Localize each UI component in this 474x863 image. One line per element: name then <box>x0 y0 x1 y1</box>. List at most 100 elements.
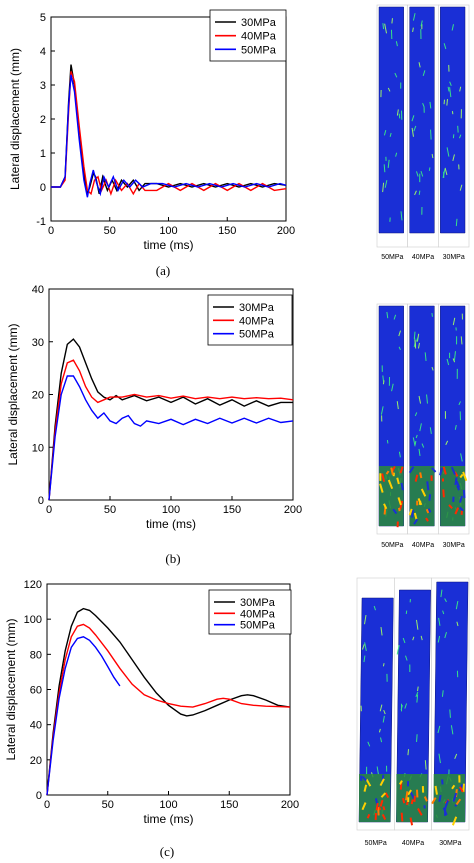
damage-crack <box>411 127 414 137</box>
damage-mark <box>365 778 372 787</box>
damage-mark <box>396 477 400 485</box>
damage-crack <box>417 686 419 692</box>
damage-mark <box>462 783 465 793</box>
damage-mark <box>451 816 458 826</box>
panel-caption: (c) <box>160 844 174 859</box>
damage-mark <box>408 466 415 474</box>
legend-label-30MPa: 30MPa <box>239 302 275 314</box>
damage-crack <box>424 760 427 770</box>
damage-mark <box>408 508 413 516</box>
y-tick-label: 20 <box>32 390 44 402</box>
chart-panel-b: 0 50 100 150 200 0 10 20 30 40 time (ms) Lateral di… <box>6 284 470 566</box>
damage-crack <box>424 352 427 361</box>
series-line-40MPa <box>51 71 287 196</box>
damage-mark <box>381 814 387 821</box>
damage-mark <box>414 474 419 482</box>
series-line-40MPa <box>46 623 291 796</box>
damage-mark <box>379 778 385 787</box>
specimen-column <box>440 6 466 234</box>
damage-crack <box>382 182 385 193</box>
damage-mark <box>426 481 430 491</box>
damage-crack <box>459 86 462 92</box>
damage-crack <box>442 610 445 615</box>
damage-crack <box>415 619 419 630</box>
damage-mark <box>407 789 412 796</box>
damage-crack <box>364 614 367 625</box>
damage-mark <box>458 495 463 503</box>
damage-mark <box>410 799 414 805</box>
damage-mark <box>451 784 456 790</box>
damage-crack <box>420 170 424 177</box>
specimen-label: 40MPa <box>412 254 434 261</box>
damage-crack <box>450 725 454 735</box>
damage-crack <box>396 644 400 655</box>
damage-crack <box>458 401 461 406</box>
damage-crack <box>429 427 432 434</box>
damage-mark <box>462 489 466 499</box>
damage-mark <box>450 466 456 476</box>
damage-crack <box>416 734 418 742</box>
y-tick-label: 80 <box>30 649 42 661</box>
damage-crack <box>446 98 449 106</box>
damage-mark <box>363 784 368 792</box>
y-tick-label: 10 <box>32 442 44 454</box>
specimen-label: 50MPa <box>381 542 403 549</box>
damage-crack <box>396 109 399 116</box>
damage-crack <box>440 589 443 598</box>
damage-crack <box>364 642 367 651</box>
damage-crack <box>378 728 381 733</box>
x-tick-label: 200 <box>284 504 302 516</box>
series-line-50MPa <box>46 636 121 796</box>
damage-crack <box>405 610 408 614</box>
specimen-column <box>409 6 435 234</box>
damage-crack <box>431 366 434 371</box>
damage-crack <box>382 380 385 385</box>
y-tick-label: 0 <box>38 495 44 507</box>
x-tick-label: 150 <box>220 799 238 811</box>
damage-crack <box>459 184 463 191</box>
damage-crack <box>394 72 398 78</box>
damage-crack <box>441 690 444 697</box>
damage-mark <box>442 489 445 498</box>
series-line-50MPa <box>48 375 294 501</box>
damage-crack <box>421 443 425 448</box>
damage-crack <box>404 703 408 709</box>
damage-crack <box>430 129 432 140</box>
damage-mark <box>409 817 414 826</box>
damage-crack <box>393 314 397 320</box>
x-axis-label: time (ms) <box>144 238 194 252</box>
damage-crack <box>422 103 425 108</box>
damage-crack <box>402 637 406 644</box>
y-axis-label: Lateral displacement (mm) <box>6 323 20 465</box>
x-tick-label: 150 <box>223 504 241 516</box>
damage-crack <box>414 339 417 349</box>
damage-crack <box>391 383 394 392</box>
damage-crack <box>383 709 386 715</box>
damage-crack <box>431 153 434 159</box>
damage-mark <box>399 466 404 474</box>
damage-crack <box>412 636 415 641</box>
damage-mark <box>462 471 468 482</box>
damage-crack <box>449 87 452 98</box>
damage-crack <box>383 164 386 173</box>
damage-crack <box>412 27 414 33</box>
y-tick-label: 20 <box>30 755 42 767</box>
y-tick-label: 120 <box>24 579 42 591</box>
series-line-30MPa <box>51 64 287 197</box>
damage-crack <box>422 70 426 77</box>
specimen-label: 30MPa <box>443 542 465 549</box>
damage-crack <box>428 167 431 171</box>
damage-crack <box>382 375 385 382</box>
damage-mark <box>385 470 390 475</box>
damage-mark <box>400 812 404 822</box>
damage-crack <box>442 168 446 178</box>
legend-label-50MPa: 50MPa <box>240 620 276 632</box>
damage-mark <box>402 797 406 804</box>
specimen-label: 50MPa <box>381 254 403 261</box>
damage-mark <box>397 507 401 512</box>
damage-crack <box>400 211 403 221</box>
damage-crack <box>452 317 456 326</box>
